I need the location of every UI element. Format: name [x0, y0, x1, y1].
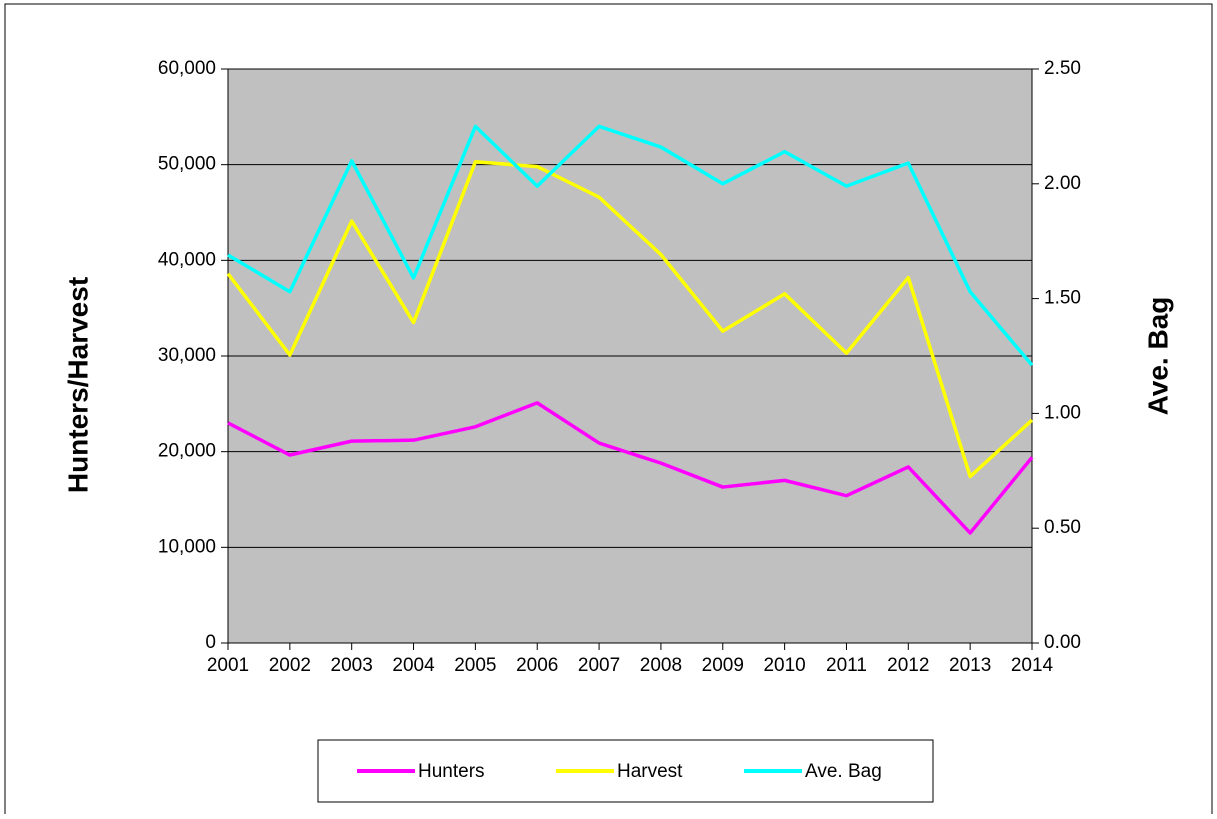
y-tick-label: 40,000	[158, 249, 216, 270]
series-line	[227, 124, 1034, 367]
x-tick-label: 2009	[702, 655, 744, 676]
y2-tick-label: 2.00	[1044, 173, 1081, 194]
series-line	[227, 401, 1034, 535]
y-tick-label: 60,000	[158, 58, 216, 79]
y-tick-label: 50,000	[158, 154, 216, 175]
chart-border	[4, 3, 1213, 819]
x-tick-label: 2003	[331, 655, 373, 676]
x-tick-label: 2007	[578, 655, 620, 676]
legend-label: Harvest	[617, 761, 683, 782]
legend-box	[317, 739, 934, 803]
legend-label: Hunters	[418, 761, 485, 782]
x-tick-label: 2011	[826, 655, 867, 676]
legend-label: Ave. Bag	[805, 761, 882, 782]
y-tick-label: 0	[205, 632, 216, 653]
x-tick-label: 2004	[392, 655, 435, 676]
x-tick-label: 2010	[763, 655, 805, 676]
y2-tick-label: 0.00	[1044, 632, 1081, 653]
y-tick-label: 10,000	[158, 536, 216, 557]
x-tick-label: 2012	[887, 655, 929, 676]
series-line	[226, 160, 1034, 479]
y-tick-label: 20,000	[158, 441, 216, 462]
x-tick-label: 2008	[640, 655, 682, 676]
y2-axis-title: Ave. Bag	[1142, 297, 1173, 416]
y2-tick-label: 0.50	[1044, 517, 1081, 538]
y2-tick-label: 2.50	[1044, 58, 1081, 79]
y2-tick-label: 1.50	[1044, 288, 1081, 309]
x-tick-label: 2014	[1011, 655, 1054, 676]
x-tick-label: 2005	[454, 655, 496, 676]
x-tick-label: 2002	[269, 655, 311, 676]
x-tick-label: 2006	[516, 655, 558, 676]
x-tick-label: 2013	[949, 655, 991, 676]
x-tick-label: 2001	[207, 655, 249, 676]
y2-tick-label: 1.00	[1044, 402, 1081, 423]
y-tick-label: 30,000	[158, 345, 216, 366]
y-axis-title: Hunters/Harvest	[62, 277, 93, 493]
